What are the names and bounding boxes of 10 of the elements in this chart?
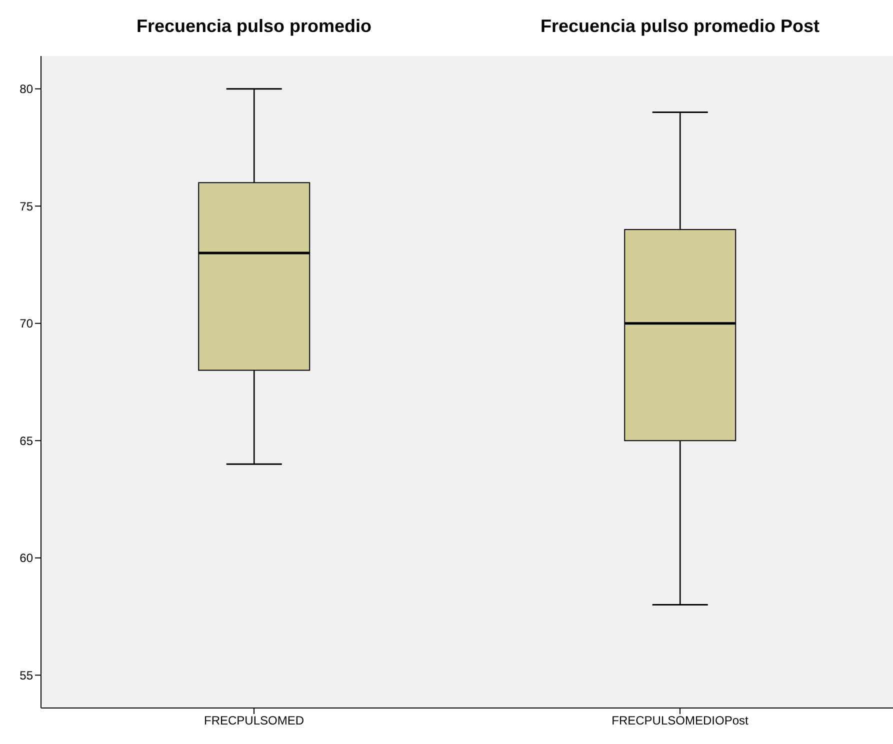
x-tick-label: FRECPULSOMEDIOPost <box>612 714 750 728</box>
y-tick-label: 65 <box>20 434 34 448</box>
text: Frecuencia pulso promedio <box>135 16 373 37</box>
y-tick-label: 55 <box>20 668 34 682</box>
y-tick-label: 80 <box>20 82 34 96</box>
y-tick-label: 75 <box>20 199 34 214</box>
x-tick-label: FRECPULSOMED <box>204 714 304 728</box>
y-tick-label: 60 <box>20 551 34 566</box>
y-tick-label: 70 <box>20 316 34 331</box>
text: Frecuencia pulso promedio Post <box>539 16 821 37</box>
